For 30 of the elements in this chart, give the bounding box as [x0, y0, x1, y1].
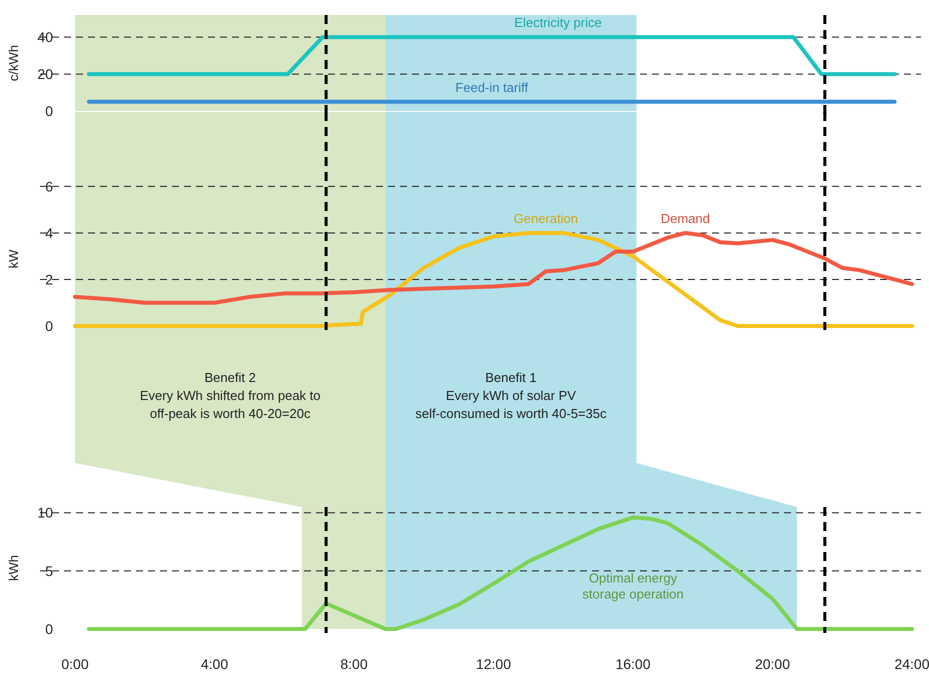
line-series — [73, 230, 914, 328]
series-label: Electricity price — [514, 15, 602, 30]
text: Benefit 2 Every kWh shifted from peak to off-peak is worth 40-20=20c — [140, 370, 321, 421]
x-tick-label: 20:00 — [754, 656, 790, 672]
x-tick-label: 16:00 — [615, 656, 651, 672]
x-tick-label: 4:00 — [200, 656, 228, 672]
x-tick-label: 0:00 — [61, 656, 89, 672]
line-series — [86, 515, 914, 631]
series-label: Demand — [660, 210, 710, 226]
series-label: Generation — [514, 210, 578, 226]
y-tick-label: 0 — [45, 620, 54, 637]
series-label: Feed-in tariff — [455, 80, 529, 95]
text: Optimal energy storage operation — [582, 570, 684, 602]
y-tick-label: 0 — [45, 102, 54, 119]
y-tick-label: 40 — [37, 29, 54, 46]
y-tick-label: 6 — [45, 178, 54, 194]
text: Benefit 1 Every kWh of solar PV self-consumed is worth 40-5=35c — [415, 370, 607, 421]
y-tick-label: 2 — [45, 271, 54, 288]
x-tick-label: 12:00 — [476, 656, 512, 672]
y-axis-title: kW — [6, 248, 21, 268]
y-axis-title: kWh — [6, 555, 21, 581]
y-tick-label: 0 — [45, 318, 54, 334]
y-tick-label: 4 — [45, 224, 54, 241]
y-tick-label: 20 — [37, 66, 54, 82]
line-series — [73, 230, 914, 305]
y-tick-label: 10 — [37, 504, 54, 521]
y-axis-title: c/kWh — [6, 44, 21, 82]
y-tick-label: 5 — [45, 562, 54, 579]
x-tick-label: 8:00 — [340, 656, 368, 672]
x-tick-label: 24:00 — [894, 656, 929, 672]
